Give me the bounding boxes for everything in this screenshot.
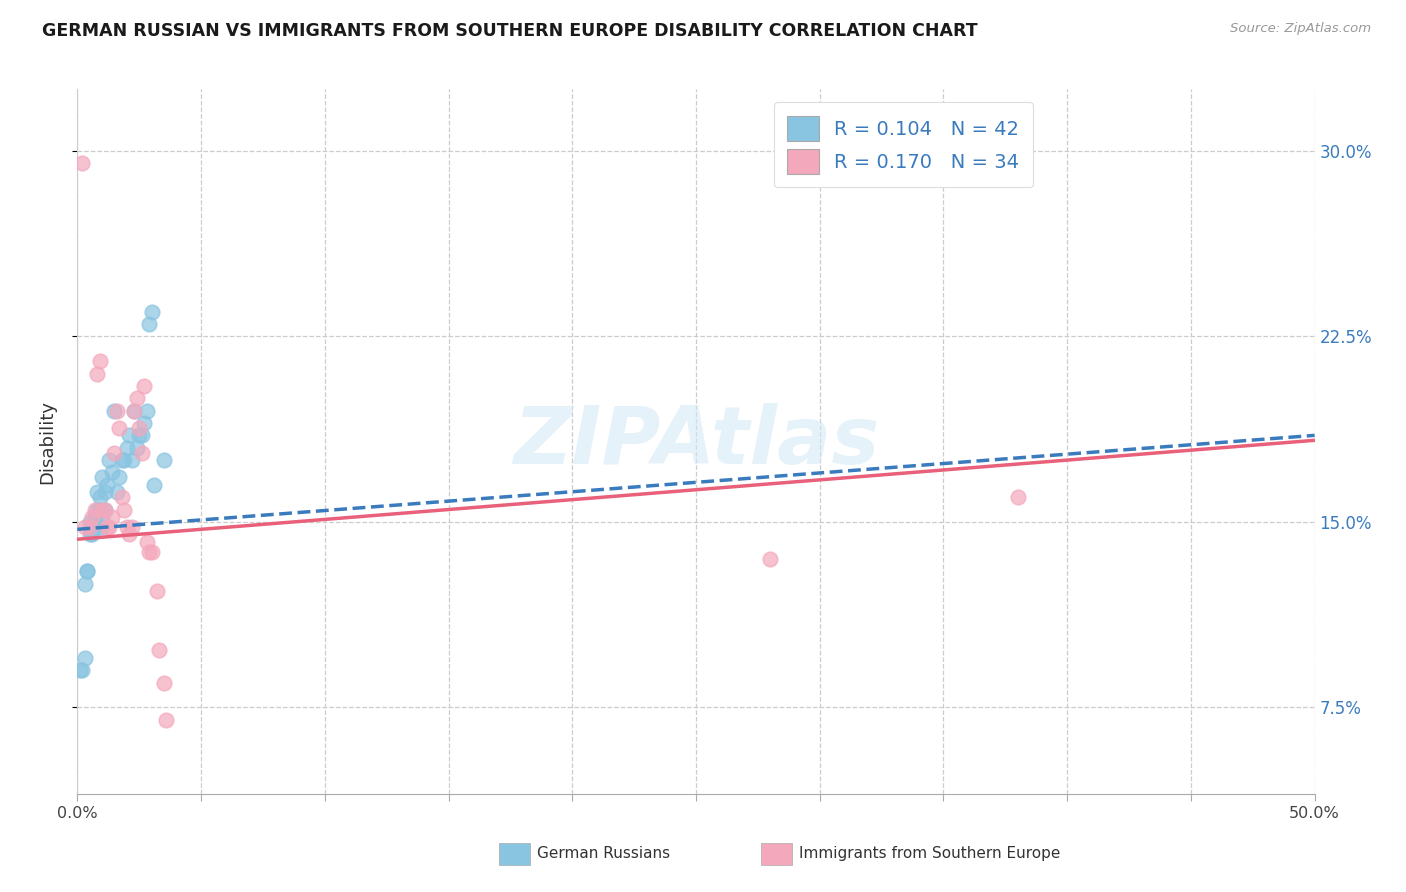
- Point: [69, 663, 91, 677]
- Point: [115, 441, 138, 455]
- Point: [141, 544, 163, 558]
- Point: [73, 576, 96, 591]
- Point: [101, 510, 124, 524]
- Point: [101, 466, 124, 480]
- Point: [118, 428, 141, 442]
- Point: [83, 502, 105, 516]
- Point: [103, 445, 125, 459]
- Point: [79, 527, 101, 541]
- Point: [134, 379, 156, 393]
- Point: [135, 403, 157, 417]
- Point: [83, 520, 105, 534]
- Point: [105, 485, 128, 500]
- Point: [82, 510, 104, 524]
- Point: [82, 520, 104, 534]
- Y-axis label: Disability: Disability: [38, 400, 56, 483]
- Point: [122, 403, 145, 417]
- Point: [108, 470, 131, 484]
- Point: [145, 584, 167, 599]
- Point: [89, 354, 111, 368]
- Point: [1007, 490, 1029, 504]
- Point: [138, 317, 160, 331]
- Text: Source: ZipAtlas.com: Source: ZipAtlas.com: [1230, 22, 1371, 36]
- Point: [73, 651, 96, 665]
- Point: [131, 445, 153, 459]
- Text: German Russians: German Russians: [537, 847, 671, 861]
- Point: [115, 520, 138, 534]
- Point: [98, 453, 121, 467]
- Point: [128, 428, 150, 442]
- Point: [121, 453, 143, 467]
- Point: [138, 544, 160, 558]
- Text: Immigrants from Southern Europe: Immigrants from Southern Europe: [799, 847, 1060, 861]
- Point: [93, 502, 115, 516]
- Point: [128, 421, 150, 435]
- Point: [105, 403, 128, 417]
- Point: [86, 502, 108, 516]
- Point: [73, 520, 96, 534]
- Point: [122, 403, 145, 417]
- Point: [108, 421, 131, 435]
- Point: [72, 156, 94, 170]
- Text: GERMAN RUSSIAN VS IMMIGRANTS FROM SOUTHERN EUROPE DISABILITY CORRELATION CHART: GERMAN RUSSIAN VS IMMIGRANTS FROM SOUTHE…: [42, 22, 977, 40]
- Point: [134, 416, 156, 430]
- Point: [135, 534, 157, 549]
- Point: [86, 485, 108, 500]
- Point: [82, 527, 104, 541]
- Point: [111, 453, 134, 467]
- Point: [103, 403, 125, 417]
- Point: [148, 643, 170, 657]
- Point: [89, 502, 111, 516]
- Point: [72, 663, 94, 677]
- Point: [96, 478, 118, 492]
- Point: [155, 713, 177, 727]
- Point: [131, 428, 153, 442]
- Point: [125, 391, 148, 405]
- Point: [143, 478, 166, 492]
- Point: [759, 552, 782, 566]
- Point: [83, 510, 105, 524]
- Point: [93, 485, 115, 500]
- Point: [91, 470, 114, 484]
- Point: [86, 367, 108, 381]
- Point: [125, 441, 148, 455]
- Point: [112, 502, 135, 516]
- Point: [79, 520, 101, 534]
- Point: [89, 490, 111, 504]
- Point: [96, 520, 118, 534]
- Point: [91, 502, 114, 516]
- Point: [79, 515, 101, 529]
- Point: [93, 502, 115, 516]
- Point: [91, 520, 114, 534]
- Point: [98, 520, 121, 534]
- Point: [112, 453, 135, 467]
- Legend: R = 0.104   N = 42, R = 0.170   N = 34: R = 0.104 N = 42, R = 0.170 N = 34: [773, 103, 1032, 187]
- Point: [118, 527, 141, 541]
- Point: [91, 510, 114, 524]
- Point: [76, 565, 98, 579]
- Point: [153, 453, 176, 467]
- Point: [121, 520, 143, 534]
- Point: [76, 565, 98, 579]
- Point: [141, 304, 163, 318]
- Text: ZIPAtlas: ZIPAtlas: [513, 402, 879, 481]
- Point: [111, 490, 134, 504]
- Point: [153, 675, 176, 690]
